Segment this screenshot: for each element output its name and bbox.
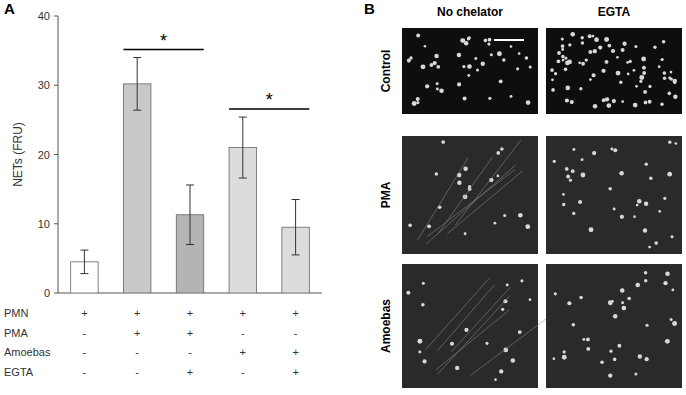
error-bar: [239, 117, 247, 178]
y-tick-label: 0: [44, 287, 50, 299]
y-axis-label: NETs (FRU): [11, 122, 25, 187]
y-tick: [54, 293, 58, 294]
y-tick-label: 20: [38, 149, 50, 161]
condition-value: -: [294, 327, 298, 339]
y-tick: [54, 154, 58, 155]
scale-bar: [494, 39, 524, 41]
condition-name: PMN: [4, 307, 29, 319]
bar: [123, 84, 150, 293]
row-header: Amoebas: [379, 299, 393, 353]
y-tick-label: 10: [38, 218, 50, 230]
micrograph: [402, 264, 553, 388]
condition-value: +: [81, 307, 87, 319]
figure: A 0 10 20 30 40 NETs (FRU) * * PMN + + + + + PMA - + + - - Am…: [0, 0, 686, 395]
significance-label: *: [160, 31, 167, 51]
row-header: Control: [379, 50, 393, 93]
condition-value: +: [292, 307, 298, 319]
condition-value: +: [240, 346, 246, 358]
micrograph: [546, 264, 682, 388]
condition-value: -: [135, 346, 139, 358]
micrograph: [546, 28, 682, 114]
micrograph: [402, 28, 538, 114]
column-header: No chelator: [437, 5, 503, 19]
condition-value: -: [83, 346, 87, 358]
significance-label: *: [266, 90, 273, 110]
micrograph: [402, 136, 538, 254]
condition-value: +: [187, 327, 193, 339]
plot-area: [71, 58, 310, 293]
y-tick-label: 30: [38, 79, 50, 91]
condition-value: -: [135, 366, 139, 378]
panel-label: A: [4, 0, 15, 17]
error-bar: [292, 200, 300, 255]
condition-value: -: [241, 366, 245, 378]
condition-value: +: [187, 307, 193, 319]
condition-value: +: [292, 346, 298, 358]
condition-value: -: [83, 327, 87, 339]
y-tick-label: 40: [38, 10, 50, 22]
condition-name: EGTA: [4, 366, 34, 378]
y-tick: [54, 16, 58, 17]
panel-label: B: [364, 0, 375, 17]
condition-value: -: [188, 346, 192, 358]
condition-value: +: [134, 307, 140, 319]
error-bar: [133, 58, 141, 111]
row-header: PMA: [379, 181, 393, 208]
condition-value: +: [240, 307, 246, 319]
column-header: EGTA: [598, 5, 631, 19]
micrograph: [546, 136, 682, 254]
condition-value: -: [241, 327, 245, 339]
condition-value: +: [292, 366, 298, 378]
error-bar: [80, 250, 88, 274]
condition-value: +: [187, 366, 193, 378]
condition-value: +: [134, 327, 140, 339]
condition-value: -: [83, 366, 87, 378]
error-bar: [186, 185, 194, 245]
y-tick: [54, 223, 58, 224]
condition-name: PMA: [4, 327, 29, 339]
y-tick: [54, 85, 58, 86]
condition-name: Amoebas: [4, 346, 51, 358]
